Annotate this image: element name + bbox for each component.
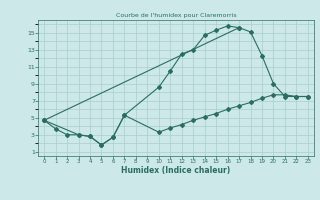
X-axis label: Humidex (Indice chaleur): Humidex (Indice chaleur)	[121, 166, 231, 175]
Title: Courbe de l'humidex pour Claremorris: Courbe de l'humidex pour Claremorris	[116, 13, 236, 18]
